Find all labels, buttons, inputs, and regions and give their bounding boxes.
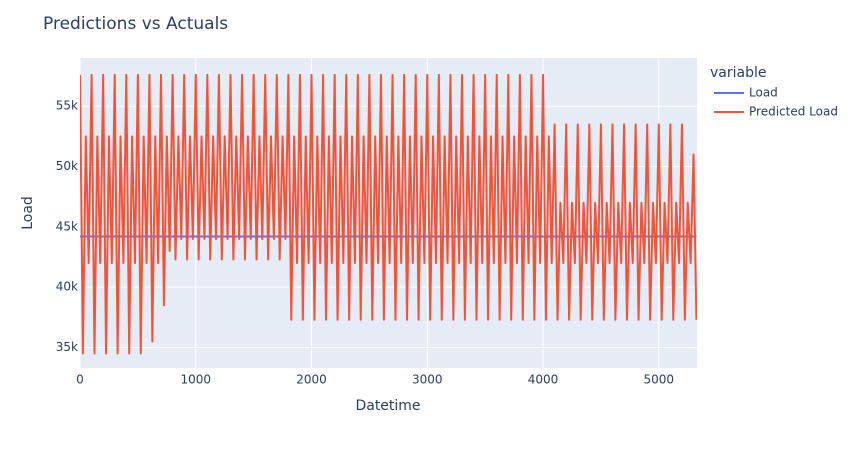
y-tick-label: 55k (56, 99, 78, 113)
line-series (80, 73, 697, 355)
x-axis-label: Datetime (355, 398, 420, 414)
y-tick-label: 40k (56, 280, 78, 294)
legend-title: variable (710, 65, 766, 81)
y-tick-label: 50k (56, 159, 78, 173)
y-tick-label: 35k (56, 340, 78, 354)
legend-label: Predicted Load (749, 105, 838, 119)
legend-label: Load (749, 86, 778, 100)
x-tick-label: 0 (76, 373, 84, 387)
x-tick-label: 1000 (180, 373, 211, 387)
y-axis-label: Load (20, 196, 36, 230)
y-tick-label: 45k (56, 219, 78, 233)
x-tick-label: 5000 (644, 373, 675, 387)
x-tick-label: 3000 (412, 373, 443, 387)
x-tick-label: 4000 (528, 373, 559, 387)
x-tick-label: 2000 (296, 373, 327, 387)
chart-title: Predictions vs Actuals (43, 14, 228, 34)
